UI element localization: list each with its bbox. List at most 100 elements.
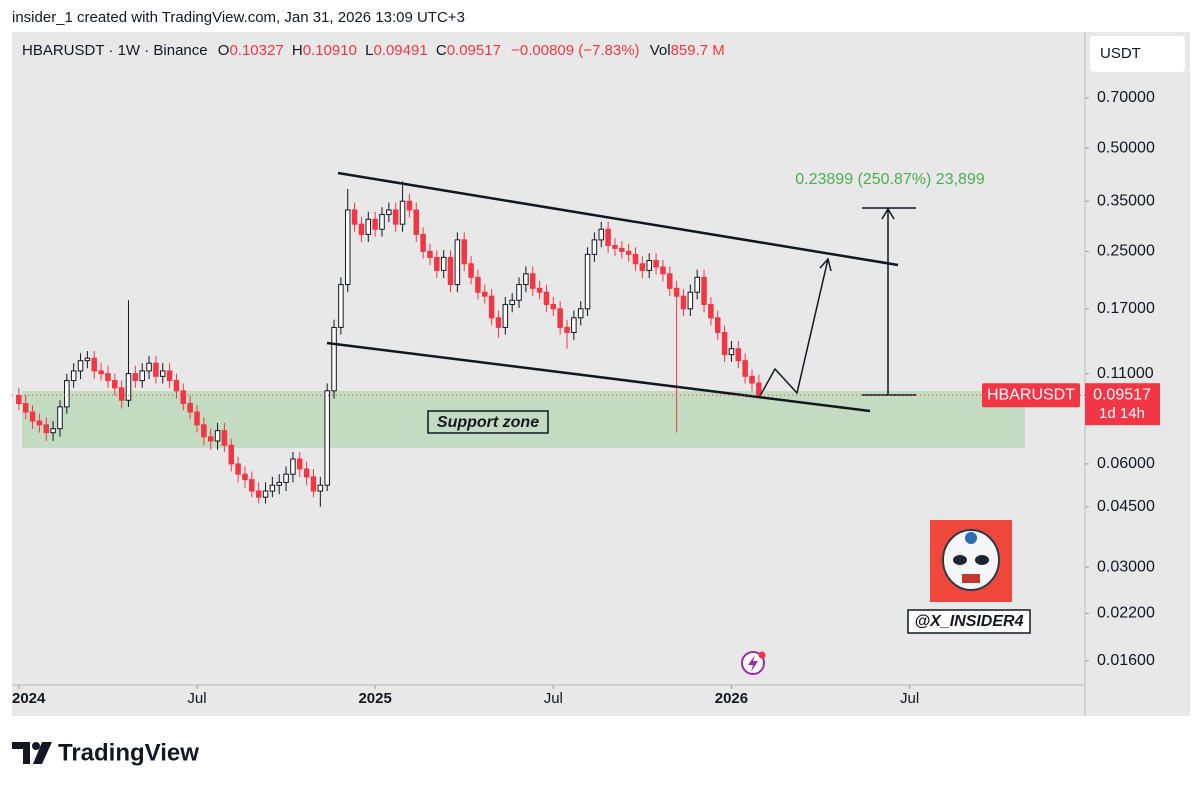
candle-body xyxy=(22,403,29,413)
candle-body xyxy=(625,250,632,255)
candle-body xyxy=(714,317,721,333)
legend-key: C xyxy=(436,42,447,59)
candle-body xyxy=(454,239,461,286)
candle-body xyxy=(516,284,522,301)
candle-body xyxy=(180,390,187,405)
tv-icon xyxy=(741,651,766,675)
candle-body xyxy=(84,357,91,362)
drawings xyxy=(326,171,916,413)
upper-trendline xyxy=(337,171,899,267)
legend-symbol: HBARUSDT · 1W · Binance xyxy=(22,42,208,59)
candle-body xyxy=(557,308,563,328)
measure-arrowhead xyxy=(881,207,895,220)
candle-body xyxy=(427,250,433,258)
candle-body xyxy=(399,200,406,225)
candle-body xyxy=(351,209,358,225)
candle-body xyxy=(728,348,735,356)
y-tick-label: 0.02200 xyxy=(1097,605,1155,622)
legend-value: 0.09517 xyxy=(447,42,501,59)
support-label: Support zone xyxy=(437,414,539,431)
tv-icon-dot xyxy=(758,651,766,659)
candle-body xyxy=(639,263,646,271)
support-label-box xyxy=(427,410,549,434)
candle-body xyxy=(105,373,111,382)
candle-body xyxy=(194,411,200,426)
y-tick-label: 0.25000 xyxy=(1097,243,1155,260)
candle-body xyxy=(153,362,159,377)
projection-arrowhead xyxy=(819,257,832,272)
logo-mark xyxy=(32,742,40,750)
avatar-helmet xyxy=(942,529,1000,591)
price-axis: 0.70000 0.50000 0.35000 0.25000 0.17000 0.110… xyxy=(1085,89,1155,669)
candle-body xyxy=(571,317,577,333)
candle-body xyxy=(392,209,399,225)
candle-body xyxy=(482,291,488,297)
candle-body xyxy=(694,276,700,293)
candle-body xyxy=(344,209,351,286)
candle-body xyxy=(434,256,440,271)
candle-body xyxy=(214,430,221,442)
candle-body xyxy=(365,218,372,235)
candle-body xyxy=(523,273,529,286)
header: insider_1 created with TradingView.com, … xyxy=(12,9,465,26)
candle-body xyxy=(406,200,413,211)
candle-body xyxy=(255,490,262,498)
lower-trendline xyxy=(326,341,871,413)
candle-body xyxy=(372,218,378,230)
avatar-badge xyxy=(965,532,977,544)
symbol-tag-label: HBARUSDT xyxy=(987,386,1075,403)
y-tick-label: 0.04500 xyxy=(1097,498,1155,515)
logo-mark xyxy=(33,742,52,764)
countdown-label: 1d 14h xyxy=(1099,405,1145,422)
price-tag-label: 0.09517 xyxy=(1093,386,1151,403)
candle-body xyxy=(98,370,104,375)
candle-body xyxy=(16,394,22,405)
y-tick-label: 0.01600 xyxy=(1097,652,1155,669)
candle-body xyxy=(249,479,255,492)
candle-body xyxy=(667,273,673,289)
candle-body xyxy=(653,260,659,268)
candle-body xyxy=(43,424,50,434)
x-tick-label: 2026 xyxy=(715,690,748,707)
legend-vol: 859.7 M xyxy=(671,42,725,59)
footer-logo: TradingView xyxy=(12,739,199,766)
legend-change: −0.00809 (−7.83%) xyxy=(511,42,639,59)
candle-body xyxy=(735,348,742,362)
candle-body xyxy=(550,303,557,310)
candle-body xyxy=(166,370,173,382)
symbol-tag xyxy=(982,383,1080,408)
price-tag xyxy=(1085,383,1160,426)
legend-key: L xyxy=(365,42,373,59)
legend-value: 0.09491 xyxy=(373,42,427,59)
candle-body xyxy=(660,266,666,275)
candle-body xyxy=(112,380,118,389)
candle-body xyxy=(721,331,728,356)
currency: USDT xyxy=(1100,45,1141,62)
candle-body xyxy=(529,273,536,289)
candle-body xyxy=(756,382,762,396)
candle-body xyxy=(468,263,474,278)
y-tick-label: 0.06000 xyxy=(1097,455,1155,472)
currency-box xyxy=(1090,36,1185,72)
legend-key: O xyxy=(218,42,230,59)
footer: TradingView xyxy=(58,739,199,766)
candle-body xyxy=(228,444,235,465)
x-tick-label: Jul xyxy=(900,690,919,707)
candle-body xyxy=(139,370,145,382)
legend-key: H xyxy=(292,42,303,59)
candle-body xyxy=(605,228,611,246)
candle-body xyxy=(701,276,707,305)
candle-body xyxy=(36,420,43,426)
candle-body xyxy=(584,253,591,310)
candle-body xyxy=(475,276,481,293)
candle-body xyxy=(440,256,447,271)
handle-label: @X_INSIDER4 xyxy=(915,613,1024,630)
x-tick-label: Jul xyxy=(187,690,206,707)
candles xyxy=(16,181,762,507)
y-tick-label: 0.11000 xyxy=(1097,365,1154,382)
y-tick-label: 0.17000 xyxy=(1097,300,1155,317)
candle-body xyxy=(646,260,652,271)
candle-body xyxy=(132,373,139,382)
